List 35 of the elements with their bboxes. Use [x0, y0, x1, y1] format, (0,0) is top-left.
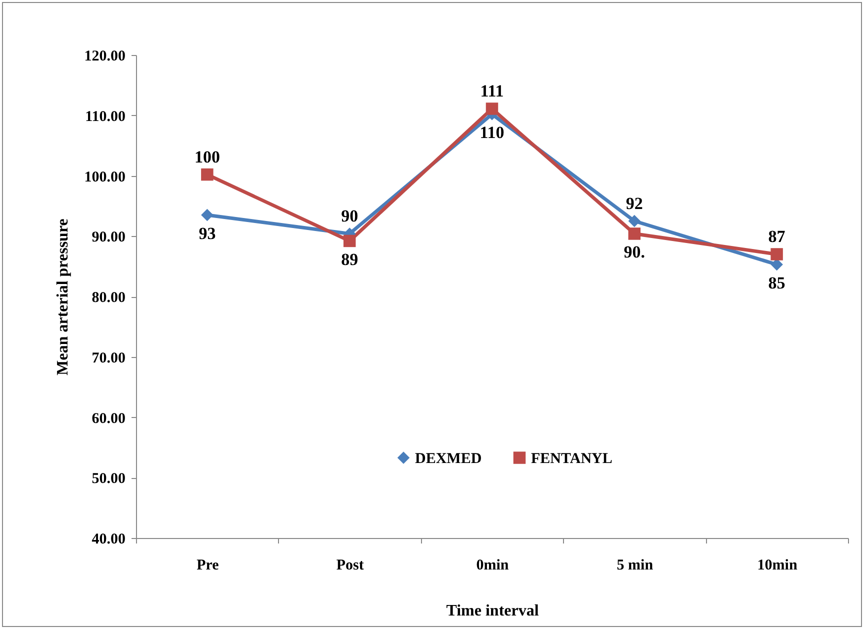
point: [770, 248, 783, 260]
data-label: 87: [768, 227, 786, 246]
data-label: 92: [626, 194, 643, 214]
point: [201, 168, 214, 181]
y-tick-label: 110.00: [85, 108, 126, 125]
x-tick-label: Post: [336, 558, 364, 574]
y-tick-label: 50.00: [92, 471, 126, 488]
x-tick-label: 10min: [757, 558, 798, 574]
y-tick-label: 60.00: [92, 410, 126, 427]
data-label: 89: [341, 250, 358, 269]
y-axis-title: Mean arterial pressure: [54, 218, 72, 376]
y-tick-label: 70.00: [92, 350, 126, 366]
point: [628, 228, 641, 240]
y-tick-label: 90.00: [92, 230, 126, 246]
legend-label: DEXMED: [415, 450, 482, 467]
point: [343, 234, 356, 248]
y-tick-label: 100.00: [84, 169, 126, 186]
y-tick-label: 120.00: [84, 48, 126, 64]
data-label: 85: [768, 274, 786, 292]
x-axis-title: Time interval: [446, 602, 540, 620]
data-label: 90.: [624, 242, 646, 262]
x-tick-label: 5 min: [616, 558, 654, 574]
data-label: 111: [480, 82, 504, 101]
point: [628, 214, 641, 228]
point: [486, 102, 498, 115]
y-tick-label: 40.00: [92, 532, 126, 548]
data-label: 110: [480, 123, 504, 142]
legend-label: FENTANYL: [531, 450, 612, 467]
x-tick-label: 0min: [476, 558, 510, 574]
y-tick-label: 80.00: [92, 290, 126, 306]
x-tick-label: Pre: [196, 558, 220, 574]
data-label: 90: [341, 206, 358, 226]
data-label: 100: [194, 148, 220, 167]
point: [201, 208, 214, 222]
data-label: 93: [198, 224, 216, 243]
